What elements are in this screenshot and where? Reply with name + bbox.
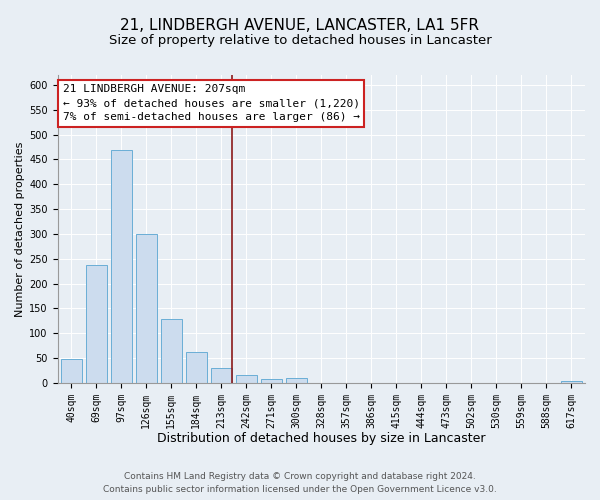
Y-axis label: Number of detached properties: Number of detached properties <box>15 141 25 316</box>
Bar <box>110 150 132 383</box>
Bar <box>286 378 307 383</box>
Bar <box>560 381 582 383</box>
Text: Contains HM Land Registry data © Crown copyright and database right 2024.
Contai: Contains HM Land Registry data © Crown c… <box>103 472 497 494</box>
Bar <box>260 380 282 383</box>
Text: Size of property relative to detached houses in Lancaster: Size of property relative to detached ho… <box>109 34 491 47</box>
Bar <box>236 376 257 383</box>
Text: 21 LINDBERGH AVENUE: 207sqm
← 93% of detached houses are smaller (1,220)
7% of s: 21 LINDBERGH AVENUE: 207sqm ← 93% of det… <box>63 84 360 122</box>
X-axis label: Distribution of detached houses by size in Lancaster: Distribution of detached houses by size … <box>157 432 485 445</box>
Bar <box>185 352 207 383</box>
Bar <box>86 265 107 383</box>
Text: 21, LINDBERGH AVENUE, LANCASTER, LA1 5FR: 21, LINDBERGH AVENUE, LANCASTER, LA1 5FR <box>121 18 479 32</box>
Bar <box>211 368 232 383</box>
Bar <box>61 358 82 383</box>
Bar <box>161 320 182 383</box>
Bar <box>136 234 157 383</box>
